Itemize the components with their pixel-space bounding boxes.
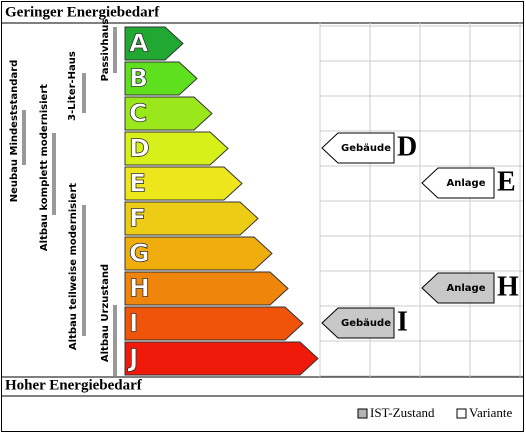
marker-arrow [421, 272, 495, 304]
class-bar [124, 166, 243, 201]
marker-letter: D [397, 131, 417, 162]
class-bar [124, 271, 289, 306]
class-bar [124, 341, 319, 376]
class-letter: E [129, 169, 146, 198]
marker-arrow [421, 167, 495, 199]
standard-label: Altbau Urzustand [100, 264, 111, 362]
header-title: Geringer Energiebedarf [5, 4, 160, 20]
marker-letter: E [497, 166, 516, 197]
class-letter: F [129, 204, 146, 233]
class-letter: B [129, 64, 148, 93]
class-letter: A [129, 29, 149, 58]
legend-label: IST-Zustand [370, 405, 435, 420]
class-letter: G [129, 239, 150, 268]
class-letter: D [129, 134, 150, 163]
standard-label: Altbau teilweise modernisiert [68, 183, 79, 350]
class-bar [124, 201, 259, 236]
marker-label: Gebäude [341, 143, 391, 154]
standard-label: Passivhaus [100, 19, 111, 82]
class-letter: H [129, 274, 150, 303]
standard-label: Neubau Mindeststandard [9, 60, 20, 203]
marker-arrow [321, 307, 395, 339]
marker-letter: H [497, 271, 519, 302]
class-bar [124, 61, 198, 96]
class-letter: C [129, 99, 147, 128]
legend-swatch [357, 408, 368, 419]
marker-label: Anlage [447, 283, 486, 294]
marker-label: Gebäude [341, 318, 391, 329]
marker-letter: I [397, 306, 408, 337]
legend-swatch [456, 408, 467, 419]
class-bar [124, 26, 184, 61]
legend-label: Variante [469, 405, 513, 420]
marker-label: Anlage [447, 178, 486, 189]
class-bar [124, 236, 273, 271]
class-letter: J [127, 344, 138, 373]
standard-label: 3-Liter-Haus [67, 51, 78, 121]
class-bar [124, 131, 229, 166]
marker-arrow [321, 132, 395, 164]
class-bar [124, 306, 304, 341]
class-letter: I [129, 309, 138, 338]
standard-label: Altbau komplett modernisiert [39, 84, 50, 251]
class-bar [124, 96, 213, 131]
footer-title: Hoher Energiebedarf [5, 377, 143, 393]
